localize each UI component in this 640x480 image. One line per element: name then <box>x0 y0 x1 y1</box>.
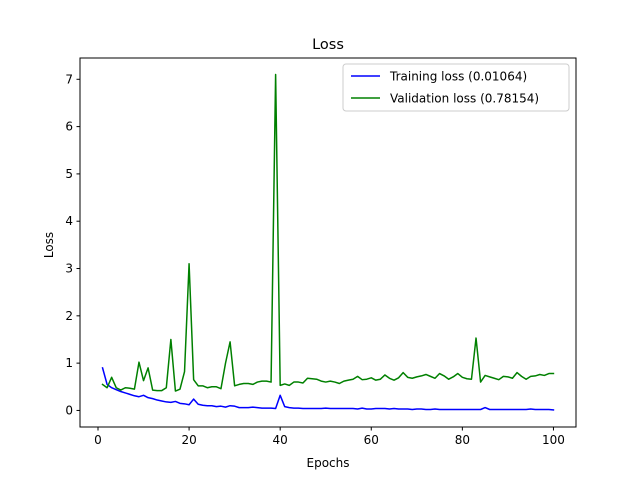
x-tick-label: 100 <box>542 433 565 447</box>
axes-frame <box>79 57 577 428</box>
y-tick-label: 6 <box>65 120 73 134</box>
chart-title: Loss <box>312 37 344 53</box>
legend-box <box>342 63 570 112</box>
y-axis-label: Loss <box>42 232 56 258</box>
plot-area <box>101 73 555 411</box>
x-tick-label: 80 <box>455 433 470 447</box>
y-tick-label: 7 <box>65 72 73 86</box>
series-line-training-loss <box>101 366 555 411</box>
axes: 0 20 40 60 80 100 0 1 2 3 4 5 6 7 <box>65 57 577 447</box>
x-axis-label: Epochs <box>307 456 350 470</box>
x-tick-label: 0 <box>94 433 102 447</box>
y-tick-label: 1 <box>65 356 73 370</box>
legend-entry-training-loss: Training loss (0.01064) <box>389 70 527 84</box>
x-tick-label: 60 <box>364 433 379 447</box>
y-tick-label: 2 <box>65 309 73 323</box>
y-tick-label: 0 <box>65 403 73 417</box>
series-line-validation-loss <box>101 73 555 392</box>
x-tick-label: 20 <box>181 433 196 447</box>
legend: Training loss (0.01064) Validation loss (… <box>342 63 570 112</box>
y-tick-label: 5 <box>65 167 73 181</box>
x-tick-label: 40 <box>273 433 288 447</box>
y-tick-label: 3 <box>65 262 73 276</box>
y-tick-label: 4 <box>65 214 73 228</box>
legend-entry-validation-loss: Validation loss (0.78154) <box>390 92 539 106</box>
